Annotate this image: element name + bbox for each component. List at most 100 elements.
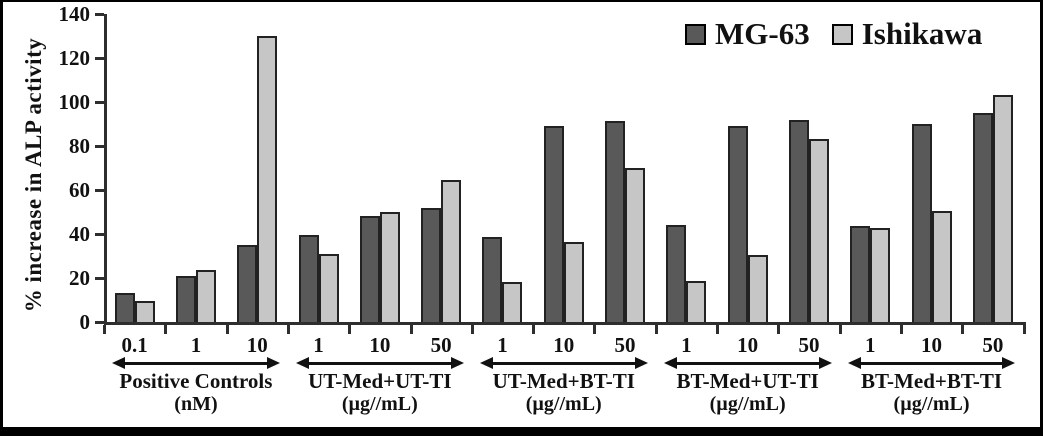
arrow-head-icon [479,357,493,369]
bar-mg63 [237,245,257,322]
x-axis-tick [225,325,229,334]
bar-ishikawa [380,212,400,322]
group-unit: (nM) [174,393,218,415]
bar-mg63 [789,120,809,322]
y-axis-tick-label: 140 [58,2,91,26]
bar-mg63 [544,126,564,322]
dose-tick-label: 1 [864,333,876,357]
arrow-head-icon [295,357,309,369]
legend-label-mg63: MG-63 [715,16,810,51]
x-axis-tick [348,325,352,334]
legend-swatch-ishikawa [831,23,853,45]
bar-mg63 [421,208,441,322]
y-axis-tick [95,145,104,148]
x-axis-tick [532,325,536,334]
bar-ishikawa [809,139,829,322]
bar-ishikawa [625,168,645,322]
x-axis-tick [961,325,965,334]
arrow-head-icon [634,357,648,369]
x-axis-tick [899,325,903,334]
bar-mg63 [176,276,196,322]
x-axis-tick [593,325,597,334]
arrow-shaft [672,362,823,365]
group-name: BT-Med+BT-TI [860,369,1003,393]
group-name: UT-Med+UT-TI [308,369,452,393]
x-axis-tick [716,325,719,334]
arrow-head-icon [266,357,280,369]
bar-mg63 [912,124,932,322]
bar-ishikawa [257,36,277,322]
bar-ishikawa [748,255,768,322]
y-axis-tick [95,13,104,16]
arrow-shaft [121,362,271,365]
bar-mg63 [360,216,380,322]
group-range-arrow [663,357,832,370]
bar-ishikawa [870,228,890,322]
y-axis-tick-label: 0 [79,310,91,334]
group-unit: (µg//mL) [341,393,418,415]
group-unit: (µg//mL) [893,393,970,415]
dose-tick-label: 10 [369,333,391,357]
alp-activity-bar-chart: % increase in ALP activity 0 20 40 60 80 100 1… [3,2,1040,427]
y-axis-tick-label: 80 [69,134,90,158]
bar-mg63 [299,235,319,322]
y-axis-tick [95,57,104,60]
x-axis-tick [654,325,658,334]
y-axis-tick-label: 20 [69,266,90,290]
y-axis-line [104,14,107,325]
group-unit: (µg//mL) [525,393,602,415]
arrow-shaft [856,362,1007,365]
dose-tick-label: 10 [921,333,943,357]
bar-ishikawa [196,270,216,322]
x-axis-tick [470,325,474,334]
bar-mg63 [973,113,993,322]
bar-mg63 [728,126,748,322]
group-range-arrow [112,357,280,370]
x-axis-line [104,322,1026,325]
y-axis-tick [95,277,104,280]
bar-ishikawa [441,180,461,322]
group-range-arrow [479,357,648,370]
bar-mg63 [605,121,625,322]
y-axis-tick-label: 100 [58,90,91,114]
x-axis-tick [286,325,290,334]
group-name: Positive Controls [119,369,273,393]
y-axis-tick [95,189,104,192]
dose-tick-label: 10 [737,333,759,357]
bar-mg63 [115,293,135,322]
x-axis-tick [409,325,413,334]
bar-ishikawa [932,211,952,322]
legend: MG-63 Ishikawa [685,16,982,52]
group-range-arrow [295,357,464,370]
group-name: BT-Med+UT-TI [676,369,819,393]
bar-mg63 [482,237,502,322]
arrow-head-icon [818,357,832,369]
bar-ishikawa [564,242,584,322]
dose-tick-label: 50 [614,333,636,357]
arrow-head-icon [112,357,125,369]
bar-ishikawa [502,282,522,322]
dose-tick-label: 10 [246,333,268,357]
dose-tick-label: 0.1 [121,333,148,357]
x-axis-tick [777,325,781,334]
y-axis-tick-label: 60 [69,178,90,202]
group-name: UT-Med+BT-TI [492,369,635,393]
dose-tick-label: 1 [190,333,202,357]
bar-mg63 [850,226,870,322]
y-axis-tick [95,101,104,104]
dose-tick-label: 10 [553,333,575,357]
dose-tick-label: 50 [430,333,452,357]
dose-tick-label: 50 [798,333,820,357]
x-axis-tick [164,325,168,334]
arrow-head-icon [1002,357,1016,369]
x-axis-tick [838,325,842,334]
bar-ishikawa [319,254,339,322]
y-axis-tick-label: 120 [58,46,91,70]
arrow-head-icon [450,357,464,369]
dose-tick-label: 1 [313,333,324,357]
group-unit: (µg//mL) [709,393,786,415]
dose-tick-label: 1 [681,333,692,357]
y-axis-tick-label: 40 [69,222,90,246]
legend-swatch-mg63 [685,23,706,45]
